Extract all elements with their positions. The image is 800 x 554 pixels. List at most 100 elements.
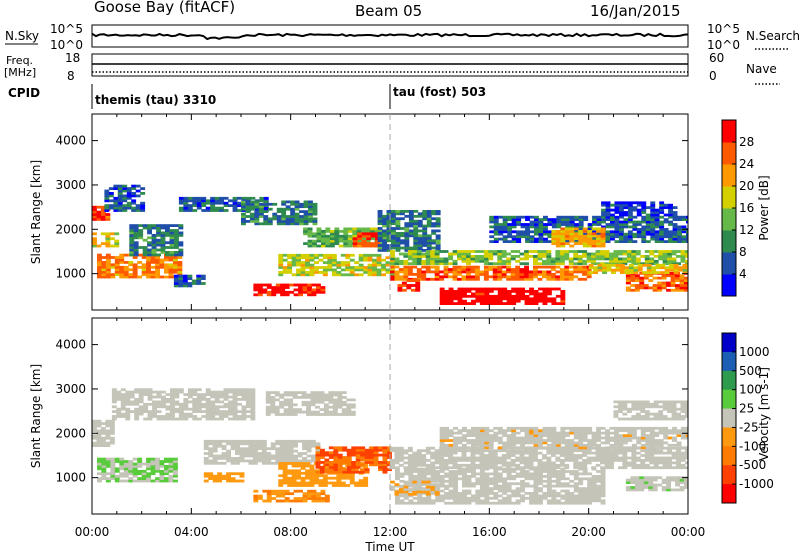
velocity-cell [412,488,418,491]
power-cell [448,299,454,303]
power-cell [173,256,178,259]
power-cell [281,200,287,204]
power-cell [654,237,660,241]
power-cell [334,234,340,238]
power-cell [305,253,310,257]
velocity-cell [119,460,125,463]
velocity-cell [288,457,294,460]
power-cell [583,215,589,219]
power-cell [178,199,184,203]
velocity-cell [600,482,606,486]
power-cell [488,302,494,305]
velocity-cell [511,470,517,473]
velocity-cell [369,451,374,455]
power-cell [299,220,304,223]
power-cell [290,212,296,216]
power-cell [547,240,553,243]
velocity-cell [640,463,646,467]
power-cell [343,232,349,236]
power-cell [312,239,317,243]
velocity-cell [307,494,312,498]
freq-tick-bottom: 8 [67,69,75,83]
power-cell [97,275,102,279]
power-cell [493,237,499,241]
power-cell [182,277,188,280]
power-cell [668,215,673,219]
power-cell [425,277,431,281]
power-cell [493,230,499,234]
velocity-cell [105,441,111,445]
power-cell [241,200,246,204]
power-cell [542,262,547,266]
velocity-cell [150,457,156,461]
velocity-cell [205,412,211,416]
velocity-cell [337,405,343,409]
power-cell [618,250,623,253]
power-cell [502,294,508,298]
power-cell [165,224,170,227]
power-cell [507,235,513,239]
velocity-cell [542,466,547,470]
power-cell [660,263,666,267]
power-cell [133,241,139,245]
power-cell [632,206,638,209]
velocity-cell [533,459,538,462]
power-cell [249,212,255,216]
velocity-cell [287,469,293,473]
velocity-cell [119,474,125,478]
power-cell [582,244,588,248]
velocity-cell [573,459,579,462]
velocity-cell [497,499,503,503]
power-cell [620,266,625,270]
nsky-tick-bottom: 10^0 [50,38,83,52]
velocity-cell [246,400,251,404]
power-cell [511,299,517,303]
velocity-cell [270,442,276,446]
power-cell [165,253,170,257]
power-cell [489,218,495,221]
power-cell [290,215,296,218]
velocity-cell [351,470,357,474]
power-cell [278,273,284,277]
power-cell [574,223,580,226]
power-cell [474,270,480,274]
power-cell [376,271,382,274]
velocity-cell [315,398,320,402]
velocity-cell [100,441,106,445]
power-cell [156,238,161,242]
velocity-cell [515,463,521,467]
power-cell [569,244,575,248]
power-cell [614,203,620,207]
power-cell [241,220,246,223]
velocity-cell [239,439,245,443]
velocity-cell [501,463,507,467]
power-cell [497,270,503,274]
power-cell [141,263,147,267]
power-cell [345,273,351,277]
power-cell [146,265,151,269]
cpid-panel: CPID themis (tau) 3310 tau (fost) 503 [8,84,486,109]
velocity-cell [261,461,267,465]
power-cell [586,275,592,279]
power-cell [137,265,143,269]
velocity-cell [644,454,650,457]
velocity-cell [241,412,247,416]
power-cell [435,210,441,213]
velocity-cell [685,449,688,453]
velocity-cell [577,466,583,470]
power-cell [365,227,371,231]
power-cell [361,232,367,236]
power-cell [489,240,495,243]
velocity-cell [170,390,175,394]
power-cell [357,242,363,245]
power-cell [619,230,624,234]
velocity-cell [341,396,347,399]
power-cell [614,232,620,236]
power-cell [138,246,144,249]
power-cell [528,275,534,279]
velocity-cell [493,482,499,486]
velocity-cell [228,388,233,392]
power-cell [381,268,386,272]
velocity-cell [246,402,251,406]
velocity-cell [100,427,106,430]
